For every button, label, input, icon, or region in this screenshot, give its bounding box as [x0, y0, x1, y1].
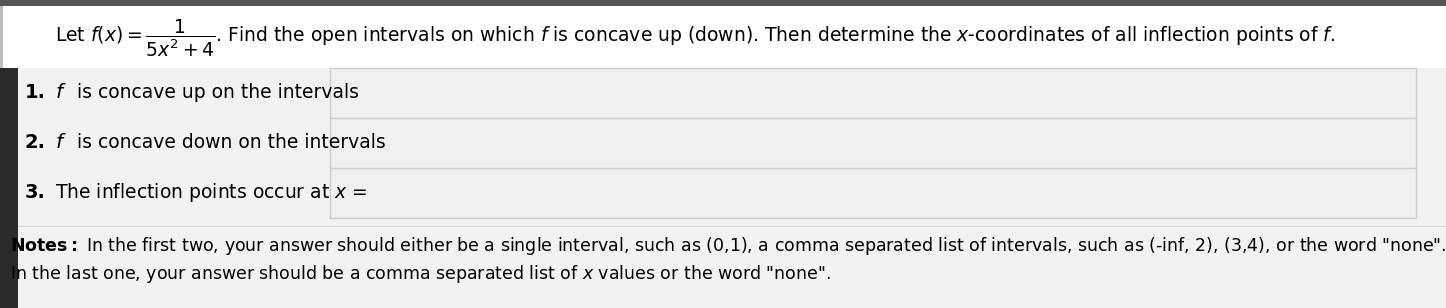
Text: The inflection points occur at $x$ =: The inflection points occur at $x$ = — [55, 181, 367, 205]
Bar — [0, 68, 1446, 308]
Text: is concave down on the intervals: is concave down on the intervals — [71, 133, 386, 152]
Bar — [0, 0, 1446, 6]
Bar — [0, 0, 1446, 68]
Text: In the last one, your answer should be a comma separated list of $x$ values or t: In the last one, your answer should be a… — [10, 263, 831, 285]
Text: 2.: 2. — [25, 133, 46, 152]
Text: $f$: $f$ — [55, 133, 67, 152]
Text: Let $f(x) = \dfrac{1}{5x^2+4}$. Find the open intervals on which $f$ is concave : Let $f(x) = \dfrac{1}{5x^2+4}$. Find the… — [55, 17, 1335, 59]
Text: is concave up on the intervals: is concave up on the intervals — [71, 83, 359, 103]
Bar — [330, 68, 1416, 218]
Bar — [0, 68, 17, 308]
Bar — [0, 6, 3, 68]
Text: 3.: 3. — [25, 184, 46, 202]
Text: $f$: $f$ — [55, 83, 67, 103]
Text: 1.: 1. — [25, 83, 46, 103]
Text: $\mathbf{Notes:}$ In the first two, your answer should either be a single interv: $\mathbf{Notes:}$ In the first two, your… — [10, 235, 1446, 257]
